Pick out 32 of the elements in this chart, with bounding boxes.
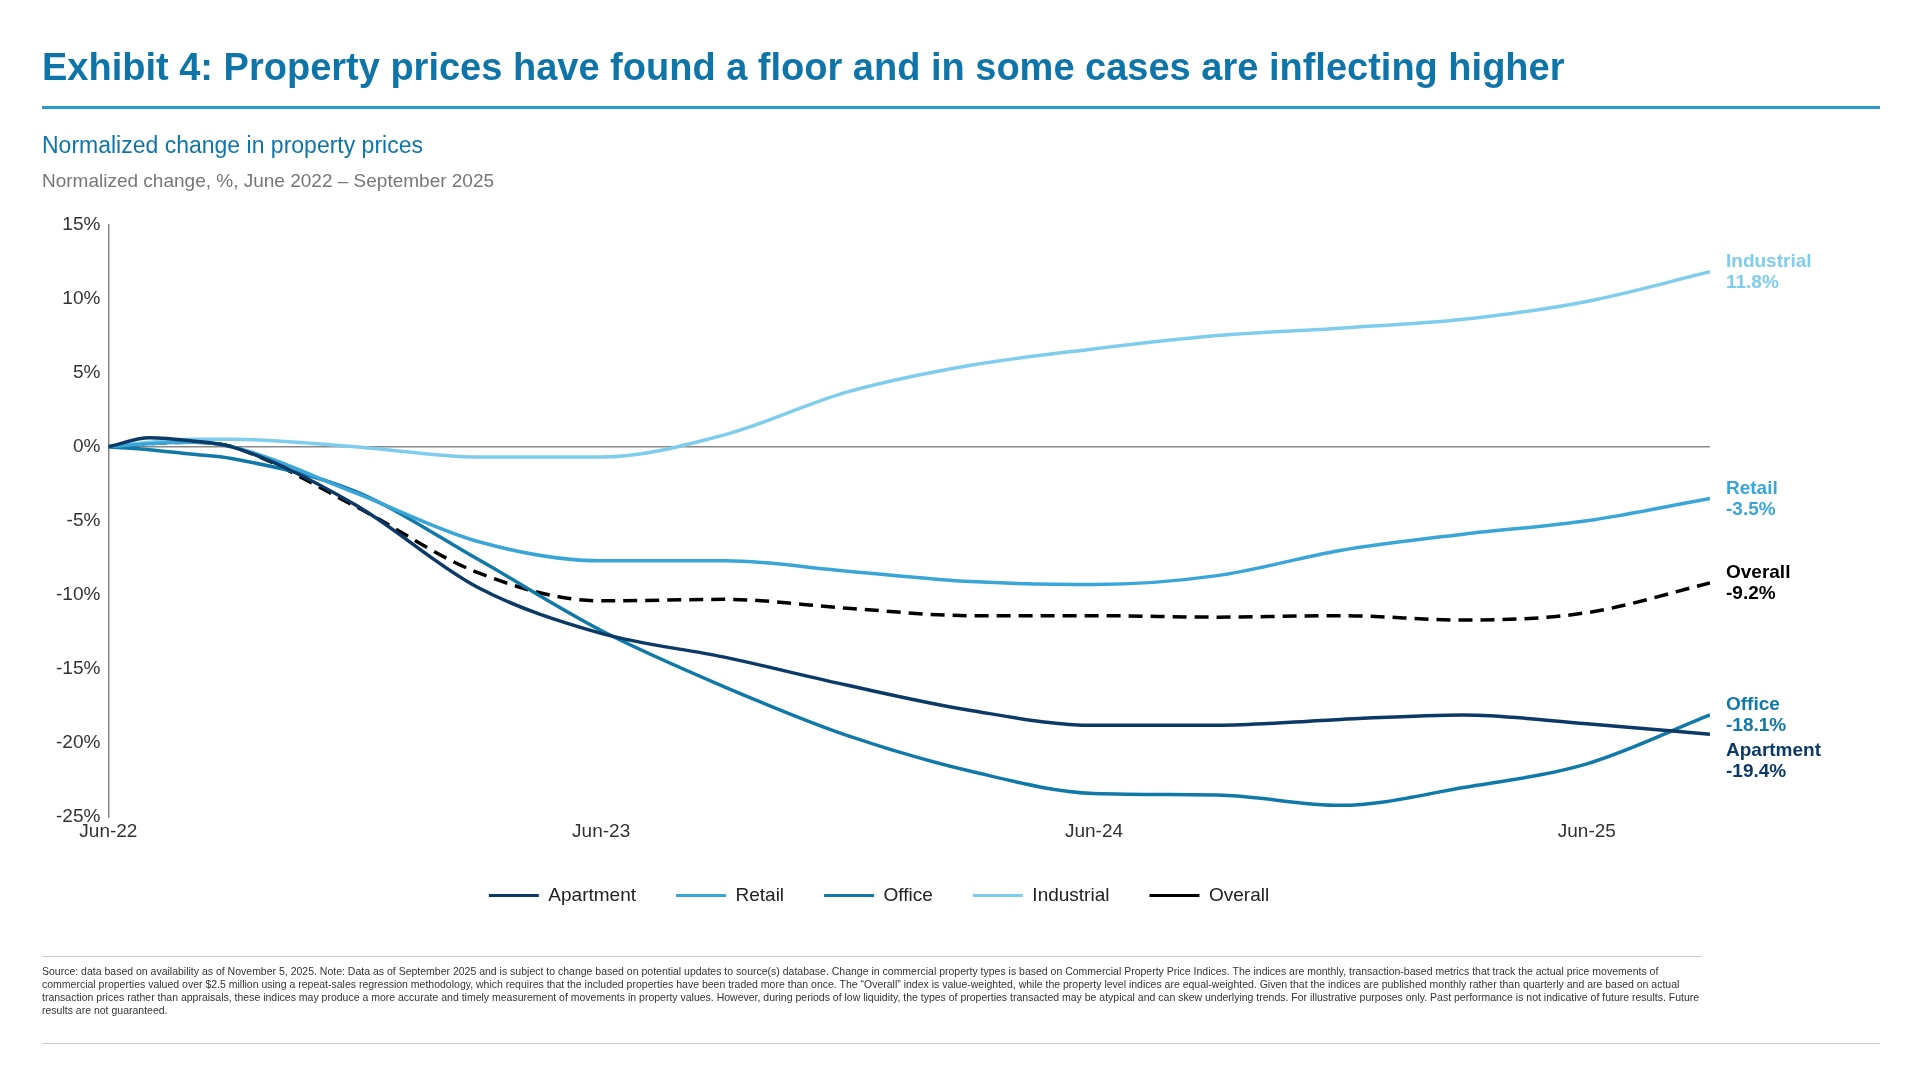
x-tick-label: Jun-23 bbox=[572, 819, 631, 841]
text: Office bbox=[1726, 693, 1780, 715]
data-label: -18.1% bbox=[1726, 714, 1787, 736]
legend-label: Apartment bbox=[548, 883, 637, 905]
line-series bbox=[108, 436, 1710, 736]
x-tick-label: Jun-25 bbox=[1557, 819, 1616, 841]
y-tick-label: -5% bbox=[66, 509, 101, 531]
text: Apartment bbox=[1726, 739, 1822, 761]
y-tick-label: 15% bbox=[62, 212, 101, 234]
data-label: -9.2% bbox=[1726, 582, 1776, 604]
legend-label: Retail bbox=[735, 883, 785, 905]
legend-label: Industrial bbox=[1032, 883, 1110, 905]
x-tick-label: Jun-24 bbox=[1064, 819, 1124, 841]
y-axis-title: Normalized change, %, June 2022 – September 2025 bbox=[42, 170, 495, 192]
data-label: -3.5% bbox=[1726, 497, 1776, 519]
y-tick-label: 10% bbox=[62, 286, 101, 308]
text: Overall bbox=[1726, 561, 1791, 583]
line-series bbox=[108, 444, 1710, 808]
text: Retail bbox=[1726, 476, 1778, 498]
data-label: 11.8% bbox=[1726, 271, 1779, 293]
y-tick-label: -15% bbox=[56, 657, 101, 679]
chart-title: Exhibit 4: Property prices have found a floor and in some cases are inflecting higher bbox=[42, 46, 1565, 89]
chart-subtitle: Normalized change in property prices bbox=[42, 132, 423, 159]
data-label: -19.4% bbox=[1726, 760, 1787, 782]
legend-label: Overall bbox=[1208, 883, 1270, 905]
y-tick-label: 0% bbox=[72, 434, 101, 456]
y-tick-label: -20% bbox=[56, 731, 101, 753]
source-note: Source: data based on availability as of November 5, 2025. Note: Data as of September 2025 and is subject to change based on potential updates to source(s) database. Change in commercial property types is based on Commercial Property Price Indices. The indices are monthly, transaction-based metrics that track the actual price movements of commercial properties valued over $2.5 million using a repeat-sales regression methodology, which requires that the included properties have been traded more than once. The “Overall” index is value-weighted, while the property level indices are equal-weighted. Given that the indices are published monthly rather than quarterly and are based on actual transaction prices rather than appraisals, these indices may produce a more accurate and timely measurement of movements in property values. However, during periods of low liquidity, the types of properties transacted may be atypical and can skew underlying trends. For illustrative purposes only. Past performance is not indicative of future results. Future results are not guaranteed. bbox=[42, 956, 1702, 1017]
text: Industrial bbox=[1726, 250, 1812, 272]
y-tick-label: -10% bbox=[56, 583, 101, 605]
y-tick-label: 5% bbox=[72, 360, 101, 382]
legend-label: Office bbox=[883, 883, 933, 905]
